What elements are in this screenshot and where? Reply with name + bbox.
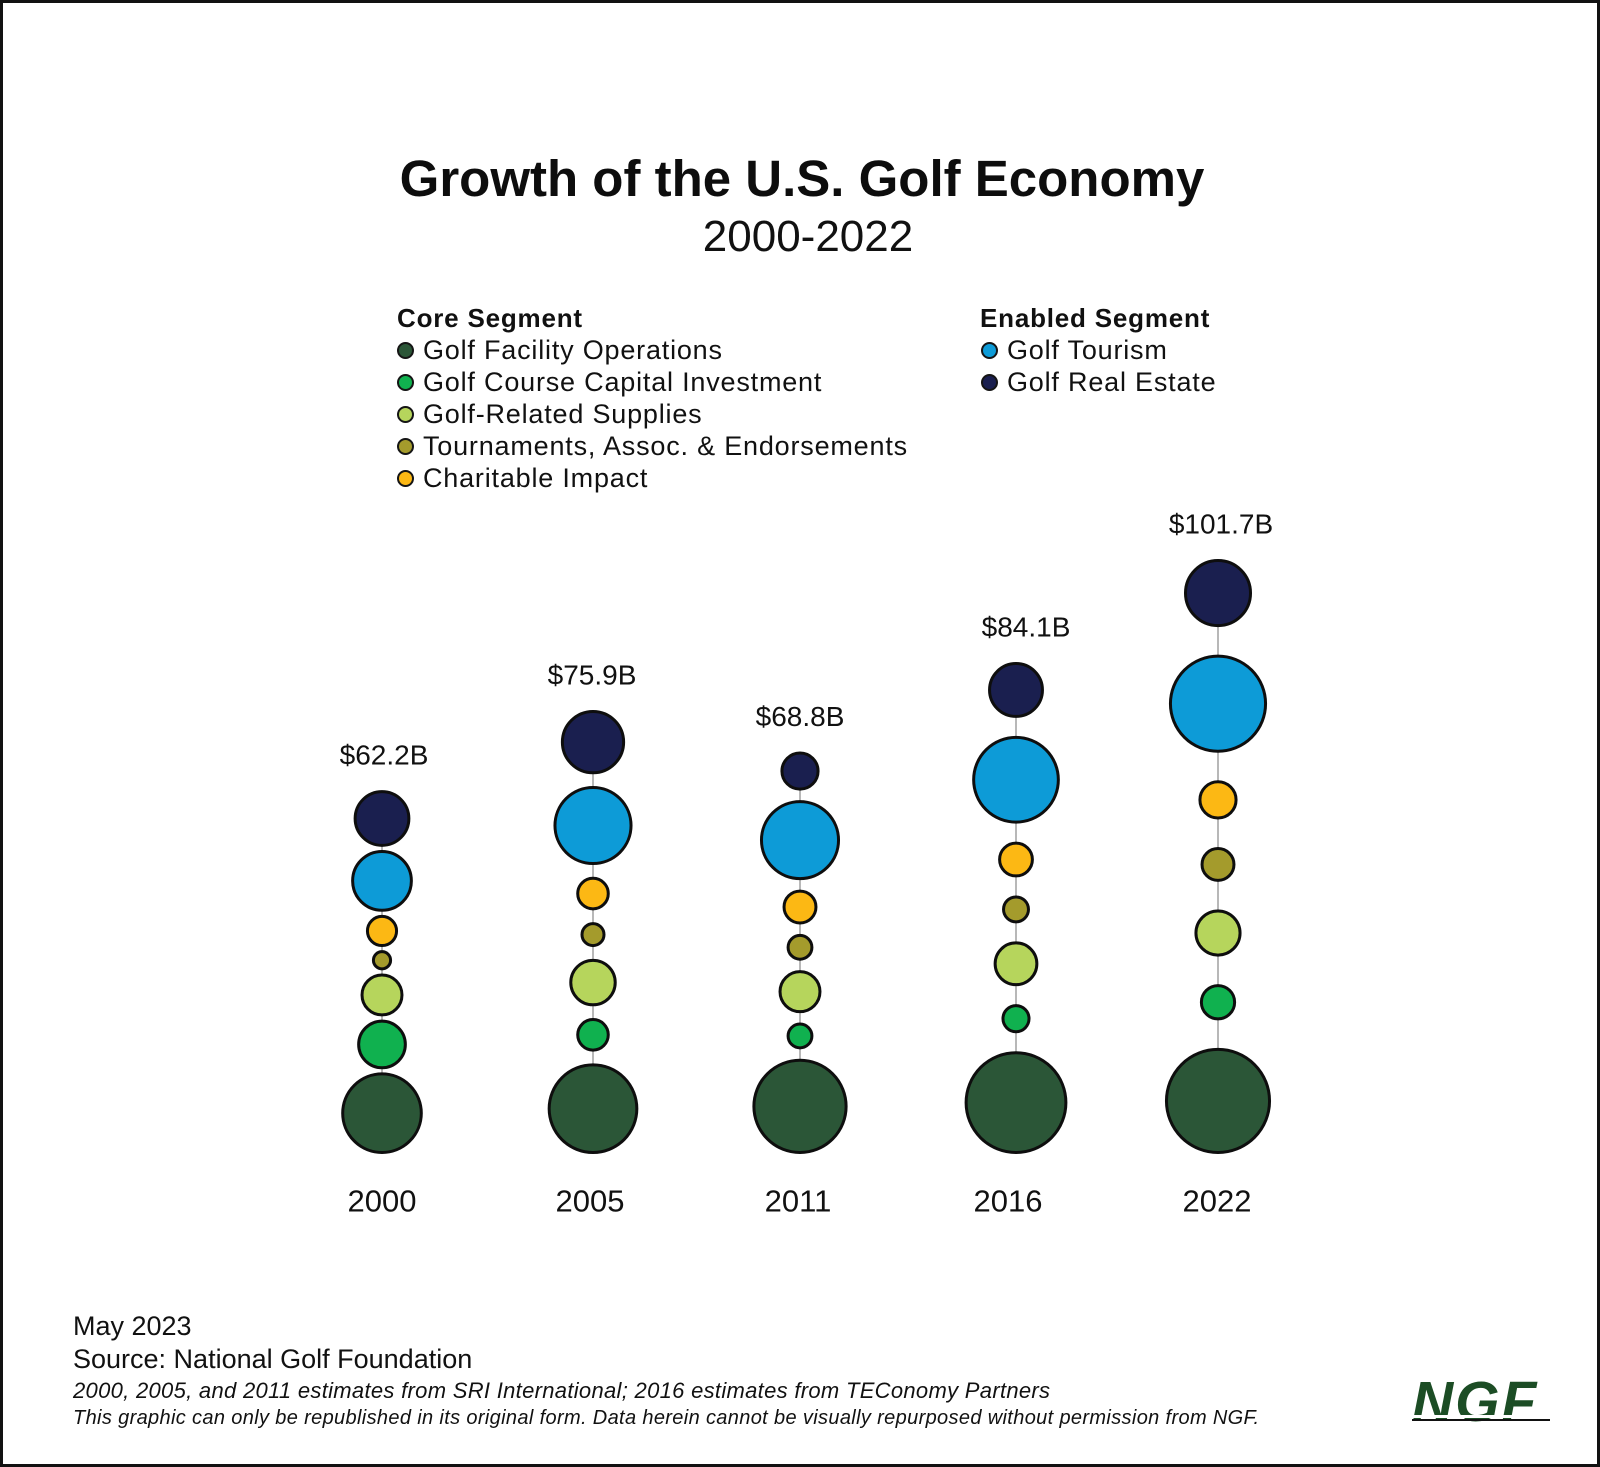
chart-title: Growth of the U.S. Golf Economy xyxy=(399,150,1205,207)
total-label-2000: $62.2B xyxy=(340,740,429,771)
legend-item-golf-related-supplies: Golf-Related Supplies xyxy=(397,398,908,430)
bubble-golf-real-estate-2022 xyxy=(1183,559,1253,628)
bubble-golf-tourism-2000 xyxy=(351,850,413,912)
legend-label: Tournaments, Assoc. & Endorsements xyxy=(423,431,908,461)
year-label-2011: 2011 xyxy=(765,1184,832,1219)
bubble-golf-related-supplies-2016 xyxy=(993,941,1039,987)
bubble-golf-tourism-2011 xyxy=(759,800,841,881)
bubble-golf-course-capital-investment-2022 xyxy=(1199,984,1237,1021)
legend-enabled-heading: Enabled Segment xyxy=(980,303,1211,333)
total-label-2005: $75.9B xyxy=(548,659,637,690)
legend-item-charitable-impact: Charitable Impact xyxy=(397,462,908,494)
year-label-2022: 2022 xyxy=(1183,1184,1252,1219)
bubble-golf-related-supplies-2022 xyxy=(1194,909,1242,957)
bubble-golf-facility-operations-2011 xyxy=(752,1058,848,1154)
column-2005: $75.9B 2005 xyxy=(547,659,639,1219)
circle-icon xyxy=(397,341,414,359)
legend-item-golf-real-estate: Golf Real Estate xyxy=(981,366,1216,398)
circle-icon xyxy=(981,373,998,391)
legend-label: Golf Tourism xyxy=(1007,335,1168,365)
year-label-2016: 2016 xyxy=(974,1184,1043,1219)
bubble-golf-real-estate-2016 xyxy=(988,662,1044,718)
year-label-2005: 2005 xyxy=(556,1184,625,1219)
bubble-golf-tourism-2005 xyxy=(553,785,633,866)
ngf-logo-text: NGF xyxy=(1412,1370,1539,1434)
bubble-golf-facility-operations-2022 xyxy=(1164,1047,1272,1154)
legend-label: Golf-Related Supplies xyxy=(423,399,703,429)
legend-enabled-list: Golf Tourism Golf Real Estate xyxy=(981,334,1216,398)
bubble-golf-facility-operations-2000 xyxy=(341,1072,423,1154)
circle-icon xyxy=(397,437,414,455)
bubble-charitable-impact-2016 xyxy=(998,841,1034,878)
bubble-golf-real-estate-2005 xyxy=(560,709,626,775)
year-label-2000: 2000 xyxy=(348,1184,417,1219)
bubble-golf-related-supplies-2005 xyxy=(569,958,617,1007)
circle-icon xyxy=(397,373,414,391)
logo-gap xyxy=(1408,1415,1554,1418)
bubble-charitable-impact-2005 xyxy=(576,876,610,911)
circle-icon xyxy=(981,341,998,359)
bubble-golf-tourism-2016 xyxy=(972,735,1060,824)
bubble-tournaments-assoc-endorsements-2000 xyxy=(371,950,393,971)
legend-item-golf-tourism: Golf Tourism xyxy=(981,334,1216,366)
ngf-logo: NGF xyxy=(1408,1370,1554,1434)
legend-item-golf-facility-operations: Golf Facility Operations xyxy=(397,334,908,366)
column-2016: $84.1B 2016 xyxy=(964,612,1071,1219)
bubble-tournaments-assoc-endorsements-2011 xyxy=(786,933,814,961)
total-label-2022: $101.7B xyxy=(1169,509,1273,540)
bubble-tournaments-assoc-endorsements-2016 xyxy=(1002,895,1030,924)
estimates-note: 2000, 2005, and 2011 estimates from SRI … xyxy=(73,1378,1051,1403)
bubble-golf-course-capital-investment-2011 xyxy=(786,1022,814,1050)
logo-underline xyxy=(1412,1419,1550,1421)
bubble-golf-facility-operations-2005 xyxy=(547,1063,639,1155)
bubble-tournaments-assoc-endorsements-2005 xyxy=(580,922,606,948)
bubble-golf-course-capital-investment-2016 xyxy=(1001,1004,1031,1034)
legend-core-list: Golf Facility Operations Golf Course Cap… xyxy=(397,334,908,494)
column-2000: $62.2B 2000 xyxy=(340,740,429,1219)
source-note: Source: National Golf Foundation xyxy=(73,1344,473,1374)
bubble-golf-related-supplies-2000 xyxy=(360,973,404,1017)
bubble-golf-real-estate-2011 xyxy=(780,751,820,791)
circle-icon xyxy=(397,469,414,487)
legend-label: Golf Real Estate xyxy=(1007,367,1217,397)
chart-subtitle: 2000-2022 xyxy=(702,212,914,261)
bubble-golf-real-estate-2000 xyxy=(353,790,411,847)
bubble-golf-tourism-2022 xyxy=(1168,654,1268,753)
bubble-golf-course-capital-investment-2000 xyxy=(357,1019,407,1070)
bubble-golf-course-capital-investment-2005 xyxy=(576,1018,610,1052)
bubble-charitable-impact-2011 xyxy=(782,889,818,925)
circle-icon xyxy=(397,405,414,423)
column-2011: $68.8B 2011 xyxy=(752,701,848,1219)
column-2022: $101.7B 2022 xyxy=(1164,509,1273,1219)
legend-core-heading: Core Segment xyxy=(397,303,583,333)
bubble-golf-facility-operations-2016 xyxy=(964,1051,1068,1154)
legend-item-tournaments-assoc-endorsements: Tournaments, Assoc. & Endorsements xyxy=(397,430,908,462)
bubble-charitable-impact-2000 xyxy=(365,914,399,948)
total-label-2016: $84.1B xyxy=(982,612,1071,643)
legend-label: Charitable Impact xyxy=(423,463,649,493)
bubble-charitable-impact-2022 xyxy=(1198,780,1238,820)
bubble-golf-related-supplies-2011 xyxy=(778,970,822,1014)
legend-label: Golf Facility Operations xyxy=(423,335,723,365)
legend-label: Golf Course Capital Investment xyxy=(423,367,823,397)
republish-note: This graphic can only be republished in … xyxy=(73,1407,1260,1429)
legend-item-golf-course-capital-investment: Golf Course Capital Investment xyxy=(397,366,908,398)
bubble-tournaments-assoc-endorsements-2022 xyxy=(1200,846,1236,882)
total-label-2011: $68.8B xyxy=(756,701,845,732)
publish-date: May 2023 xyxy=(73,1311,192,1341)
